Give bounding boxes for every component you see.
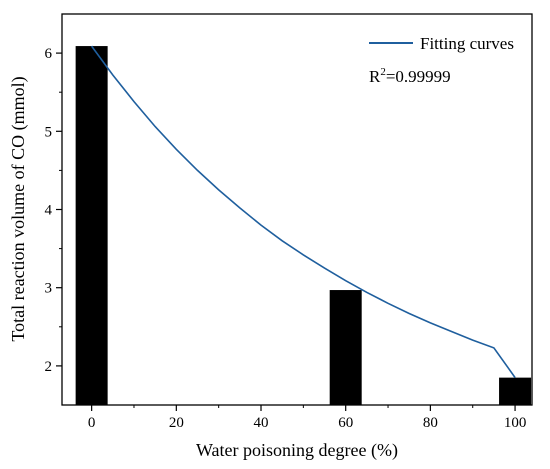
x-tick-label-0: 0 — [88, 415, 96, 431]
y-ticks: 2 3 4 5 6 — [45, 46, 62, 375]
y-tick-label-2: 2 — [45, 359, 53, 375]
legend: Fitting curves — [369, 34, 514, 53]
bar-60 — [329, 290, 362, 405]
r-squared-suffix: =0.99999 — [386, 67, 451, 86]
x-axis-title: Water poisoning degree (%) — [196, 440, 398, 461]
r-squared-prefix: R — [369, 67, 381, 86]
bar-0 — [75, 46, 108, 405]
y-tick-label-4: 4 — [45, 203, 53, 219]
x-tick-label-100: 100 — [504, 415, 527, 431]
y-tick-label-5: 5 — [45, 124, 53, 140]
plot-frame — [61, 13, 533, 406]
fitting-curve-line — [90, 45, 516, 379]
legend-label-fitting-curves: Fitting curves — [420, 34, 514, 53]
bars-group — [75, 46, 532, 405]
x-tick-label-40: 40 — [254, 415, 269, 431]
bar-100 — [499, 377, 532, 405]
y-tick-label-3: 3 — [45, 281, 53, 297]
y-tick-label-6: 6 — [45, 46, 53, 62]
r-squared-superscript: 2 — [380, 66, 386, 78]
fit-group — [90, 45, 516, 379]
x-ticks: 0 20 40 60 80 100 — [88, 405, 526, 431]
x-tick-label-20: 20 — [169, 415, 184, 431]
r-squared-annotation: R2=0.99999 — [369, 66, 451, 86]
x-tick-label-60: 60 — [338, 415, 353, 431]
y-axis-title: Total reaction volume of CO (mmol) — [8, 76, 29, 341]
x-tick-label-80: 80 — [423, 415, 438, 431]
